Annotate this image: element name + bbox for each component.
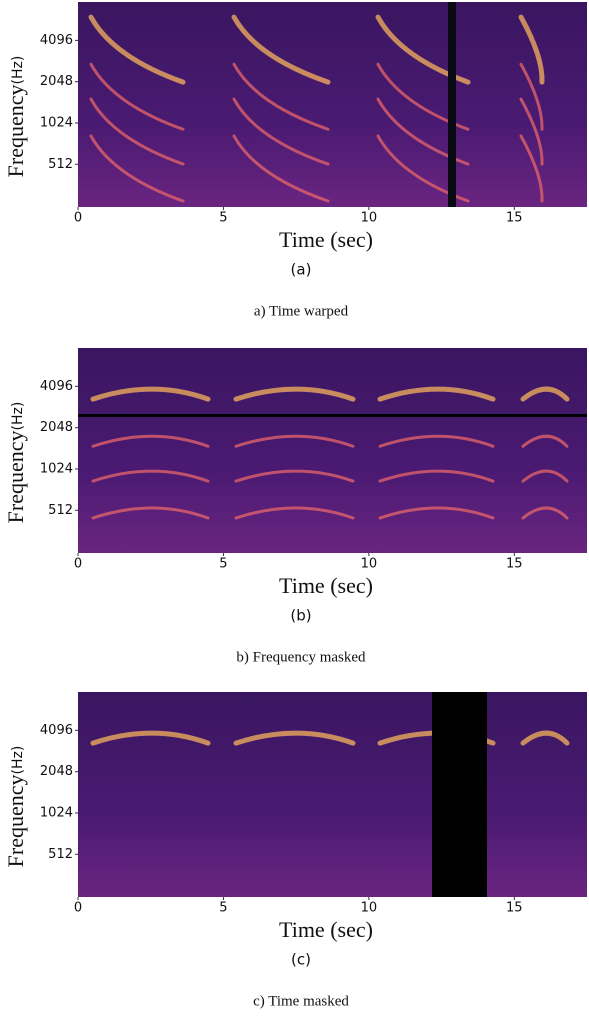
panel-label: (b) (290, 607, 311, 625)
spectrogram-background (78, 2, 587, 207)
harmonic-trace (234, 506, 355, 520)
y-axis-title: Frequency (3, 430, 28, 523)
x-tick-label: 0 (74, 901, 82, 916)
x-tick-label: 15 (506, 211, 523, 226)
harmonic-trace (521, 506, 569, 520)
harmonic-trace (88, 14, 186, 85)
spectrogram (78, 2, 587, 207)
caption: c) Time masked (253, 993, 349, 1009)
harmonic-trace (89, 134, 185, 203)
y-tick-label: 2048 (40, 74, 73, 89)
x-tick-label: 5 (219, 901, 227, 916)
y-tick-label: 1024 (40, 461, 73, 476)
harmonic-trace (89, 97, 185, 166)
harmonic-trace (377, 386, 496, 402)
harmonic-trace (233, 730, 356, 746)
y-axis-unit: (Hz) (10, 402, 26, 431)
harmonic-trace (378, 506, 495, 520)
y-tick-label: 1024 (40, 115, 73, 130)
y-tick-label: 4096 (40, 723, 73, 738)
spectrogram-background (78, 348, 587, 553)
harmonic-trace (518, 14, 545, 85)
caption: a) Time warped (254, 303, 349, 319)
y-axis-title: Frequency (3, 84, 28, 177)
x-tick-label: 15 (506, 901, 523, 916)
y-tick-label: 1024 (40, 805, 73, 820)
y-axis-label: Frequency(Hz) (3, 746, 28, 868)
harmonic-trace (520, 730, 570, 746)
frequency-mask (78, 414, 587, 417)
x-axis-label: Time (sec) (279, 227, 373, 252)
harmonic-trace (90, 386, 211, 402)
y-tick-label: 4096 (40, 33, 73, 48)
y-tick-label: 512 (48, 157, 73, 172)
time-mask (432, 692, 487, 897)
y-axis-label: Frequency(Hz) (3, 402, 28, 524)
spectrogram (78, 348, 587, 553)
panel-label: (c) (291, 951, 311, 969)
mask-strip (448, 2, 456, 207)
harmonic-trace (91, 506, 210, 520)
y-tick-label: 512 (48, 503, 73, 518)
x-axis-label: Time (sec) (279, 573, 373, 598)
y-tick-label: 4096 (40, 379, 73, 394)
y-tick-label: 512 (48, 847, 73, 862)
harmonic-trace (378, 434, 495, 448)
harmonic-trace (234, 434, 355, 448)
y-axis-title: Frequency (3, 774, 28, 867)
y-tick-label: 2048 (40, 420, 73, 435)
x-tick-label: 10 (361, 211, 378, 226)
harmonic-trace (521, 469, 569, 483)
x-tick-label: 5 (219, 557, 227, 572)
harmonic-trace (232, 97, 330, 166)
x-tick-label: 10 (361, 901, 378, 916)
harmonic-trace (232, 62, 330, 131)
y-axis-unit: (Hz) (10, 56, 26, 85)
harmonic-trace (520, 386, 570, 402)
x-tick-label: 10 (361, 557, 378, 572)
harmonic-trace (519, 62, 544, 131)
harmonic-trace (232, 134, 330, 203)
x-axis-label: Time (sec) (279, 917, 373, 942)
y-axis-label: Frequency(Hz) (3, 56, 28, 178)
x-tick-label: 0 (74, 557, 82, 572)
harmonic-trace (519, 97, 544, 166)
spectrogram-background (78, 692, 587, 897)
y-axis-unit: (Hz) (10, 746, 26, 775)
spectrogram (78, 692, 587, 897)
panel-label: (a) (291, 261, 312, 279)
harmonic-trace (89, 62, 185, 131)
harmonic-trace (231, 14, 331, 85)
harmonic-trace (519, 134, 544, 203)
harmonic-trace (91, 469, 210, 483)
y-tick-label: 2048 (40, 764, 73, 779)
harmonic-trace (233, 386, 356, 402)
x-tick-label: 0 (74, 211, 82, 226)
harmonic-trace (521, 434, 569, 448)
harmonic-trace (90, 730, 211, 746)
harmonic-trace (91, 434, 210, 448)
harmonic-trace (378, 469, 495, 483)
x-tick-label: 5 (219, 211, 227, 226)
x-tick-label: 15 (506, 557, 523, 572)
caption: b) Frequency masked (236, 649, 366, 665)
harmonic-trace (234, 469, 355, 483)
